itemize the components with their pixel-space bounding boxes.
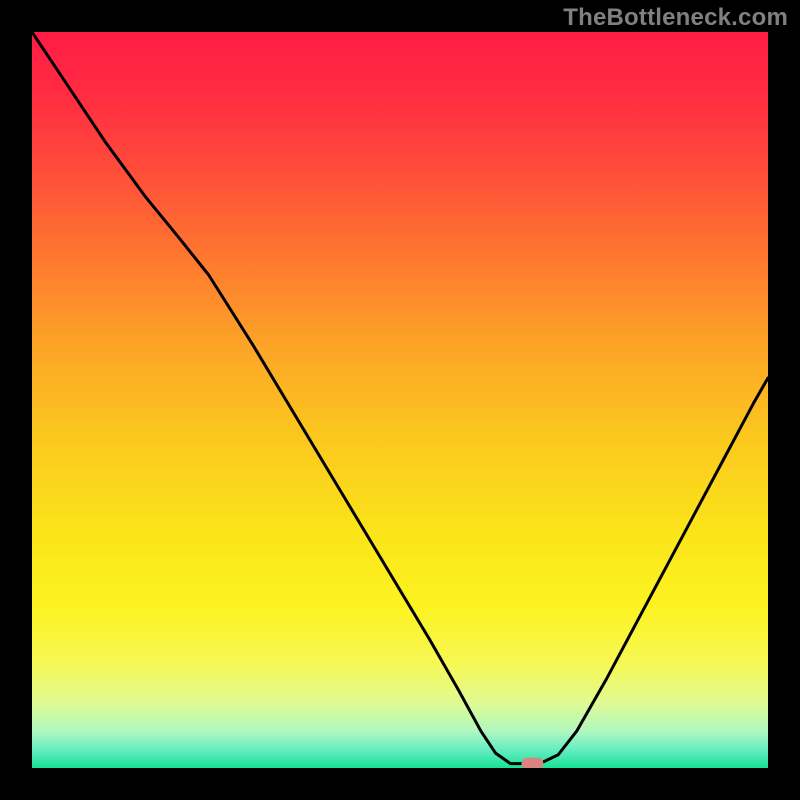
watermark-label: TheBottleneck.com	[563, 4, 788, 32]
bottleneck-chart	[32, 32, 768, 768]
chart-background-gradient	[32, 32, 768, 768]
optimum-marker	[521, 758, 543, 768]
chart-frame: TheBottleneck.com	[0, 0, 800, 800]
